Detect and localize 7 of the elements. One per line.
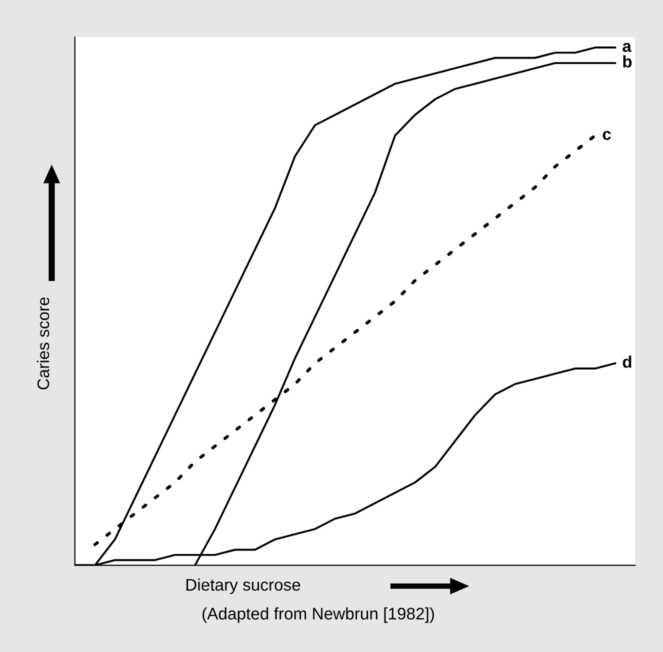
- y-axis-title: Caries score: [36, 297, 50, 390]
- series-label: a: [622, 42, 632, 52]
- series-label: d: [622, 356, 632, 368]
- series-label: b: [623, 55, 632, 68]
- series-label: c: [602, 130, 611, 140]
- text: (Adapted from Newbrun [1982]): [202, 607, 434, 623]
- x-axis-title: Dietary sucrose: [186, 578, 300, 594]
